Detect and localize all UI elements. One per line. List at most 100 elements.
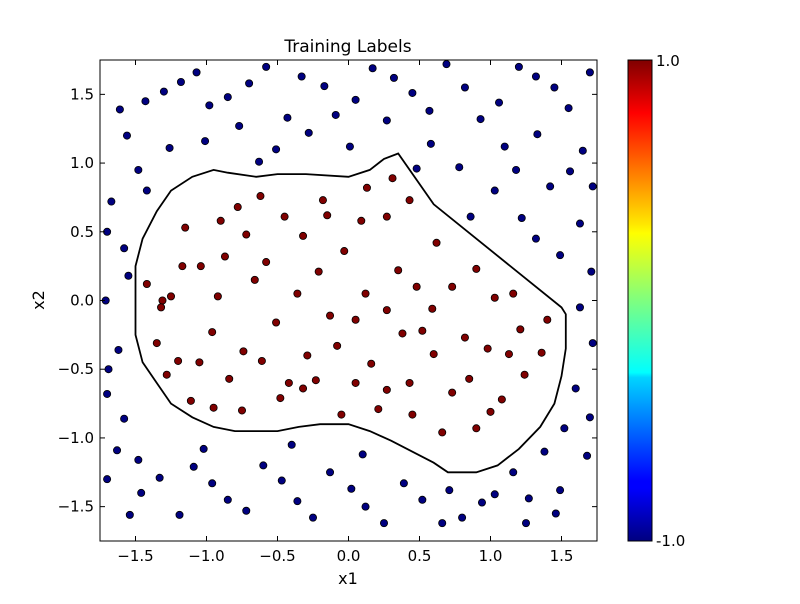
data-point-positive (152, 339, 161, 348)
data-point-negative (587, 267, 596, 276)
data-point-positive (428, 304, 437, 313)
data-point-negative (455, 163, 464, 172)
data-point-positive (186, 396, 195, 405)
data-point-positive (195, 358, 204, 367)
data-point-positive (257, 356, 266, 365)
data-point-positive (448, 388, 457, 397)
data-point-positive (483, 344, 492, 353)
data-point-negative (255, 157, 264, 166)
data-point-positive (448, 282, 457, 291)
data-point-positive (299, 231, 308, 240)
data-point-negative (438, 519, 447, 528)
data-point-negative (103, 475, 112, 484)
data-point-positive (299, 384, 308, 393)
data-point-negative (223, 495, 232, 504)
data-point-positive (516, 325, 525, 334)
data-point-positive (303, 351, 312, 360)
data-point-negative (476, 115, 485, 124)
data-point-positive (220, 252, 229, 261)
data-point-negative (531, 72, 540, 81)
x-axis: −1.5 −1.0 −0.5 0.0 0.5 1.0 1.5 (117, 60, 573, 565)
x-tick-label: −0.5 (259, 547, 295, 565)
data-point-positive (438, 428, 447, 437)
data-point-positive (318, 196, 327, 205)
data-point-positive (158, 296, 167, 305)
data-point-positive (166, 292, 175, 301)
data-point-negative (287, 440, 296, 449)
data-point-negative (201, 137, 210, 146)
data-point-positive (382, 385, 391, 394)
data-point-negative (458, 513, 467, 522)
data-point-negative (293, 497, 302, 506)
data-point-negative (583, 451, 592, 460)
data-point-positive (351, 315, 360, 324)
data-point-positive (239, 347, 248, 356)
data-point-positive (262, 258, 271, 267)
data-point-negative (517, 214, 526, 223)
data-point-positive (237, 406, 246, 415)
data-point-negative (442, 60, 451, 69)
x-tick-label: −1.5 (117, 547, 153, 565)
data-point-negative (277, 476, 286, 485)
data-point-negative (477, 498, 486, 507)
data-point-positive (311, 376, 320, 385)
data-point-negative (134, 455, 143, 464)
data-point-negative (120, 414, 129, 423)
data-point-positive (382, 306, 391, 315)
data-point-positive (472, 424, 481, 433)
data-point-negative (575, 219, 584, 228)
data-point-negative (425, 106, 434, 115)
data-point-negative (142, 186, 151, 195)
data-point-negative (125, 510, 134, 519)
data-point-positive (142, 280, 151, 289)
data-point-negative (124, 271, 133, 280)
data-point-negative (347, 484, 356, 493)
data-point-positive (412, 282, 421, 291)
data-point-negative (245, 79, 254, 88)
data-point-negative (331, 110, 340, 119)
data-point-negative (297, 72, 306, 81)
data-point-positive (361, 289, 370, 298)
x-tick-label: 0.0 (337, 547, 361, 565)
data-point-negative (509, 468, 518, 477)
data-point-negative (262, 62, 271, 71)
data-point-negative (345, 142, 354, 151)
data-point-positive (196, 262, 205, 271)
data-point-positive (504, 350, 513, 359)
data-point-negative (550, 83, 559, 92)
data-point-positive (276, 394, 285, 403)
data-point-negative (466, 212, 475, 221)
data-point-negative (556, 486, 565, 495)
data-point-positive (272, 318, 281, 327)
data-point-positive (405, 196, 414, 205)
points-layer (101, 60, 597, 528)
data-point-positive (242, 230, 251, 239)
data-point-positive (497, 395, 506, 404)
data-point-positive (520, 370, 529, 379)
y-tick-label: −1.0 (58, 429, 94, 447)
data-point-negative (560, 424, 569, 433)
data-point-negative (159, 87, 168, 96)
data-point-positive (543, 315, 552, 324)
data-point-positive (465, 374, 474, 383)
data-point-negative (495, 98, 504, 107)
data-point-negative (134, 165, 143, 174)
data-point-negative (326, 468, 335, 477)
data-point-negative (399, 479, 408, 488)
data-point-positive (337, 410, 346, 419)
data-point-negative (412, 164, 421, 173)
plot-area (99, 59, 598, 542)
data-point-negative (575, 303, 584, 312)
data-point-negative (189, 462, 198, 471)
data-point-positive (537, 348, 546, 357)
data-point-negative (585, 68, 594, 77)
x-axis-label: x1 (338, 569, 358, 588)
data-point-positive (293, 289, 302, 298)
data-point-negative (155, 473, 164, 482)
data-point-negative (408, 88, 417, 97)
data-point-negative (578, 146, 587, 155)
decision-boundary (134, 152, 567, 474)
data-point-positive (398, 329, 407, 338)
data-point-negative (358, 450, 367, 459)
